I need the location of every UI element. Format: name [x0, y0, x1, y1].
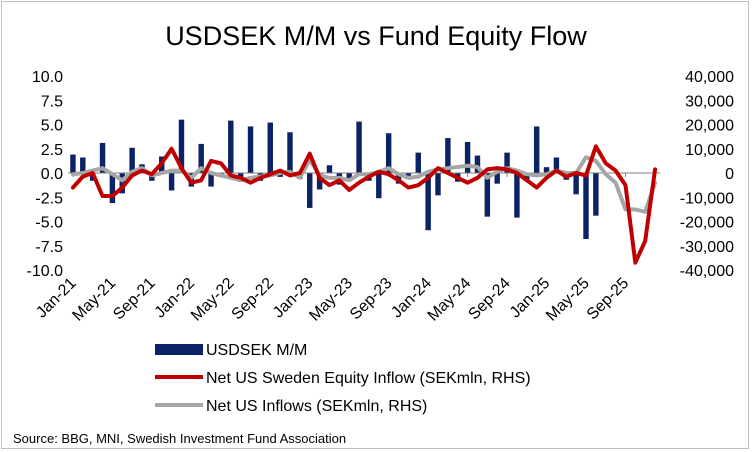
left-tick-label: 2.5 — [41, 142, 63, 159]
bar-usdsek — [267, 122, 273, 173]
bar-usdsek — [593, 173, 599, 216]
left-tick-label: 0.0 — [41, 166, 63, 183]
bar-usdsek — [119, 173, 125, 194]
bar-usdsek — [129, 147, 135, 173]
right-tick-label: -20,000 — [680, 215, 734, 232]
left-tick-label: 7.5 — [41, 93, 63, 110]
legend-label-us: Net US Inflows (SEKmln, RHS) — [206, 398, 427, 415]
left-tick-label: -7.5 — [35, 239, 63, 256]
bar-usdsek — [80, 157, 86, 173]
bar-usdsek — [346, 173, 352, 179]
bar-usdsek — [307, 173, 313, 208]
right-tick-label: 0 — [725, 166, 734, 183]
bar-usdsek — [524, 173, 530, 180]
bar-usdsek — [178, 119, 185, 173]
left-tick-label: -2.5 — [35, 190, 63, 207]
right-tick-label: -40,000 — [680, 263, 734, 280]
bar-usdsek — [553, 157, 560, 173]
bar-usdsek — [168, 173, 175, 191]
x-tick-label: Sep-22 — [229, 275, 278, 324]
x-tick-label: May-23 — [306, 275, 356, 325]
left-axis-ticks: 10.0 7.5 5.0 2.5 0.0 -2.5 -5.0 -7.5 -10.0 — [27, 69, 64, 280]
left-tick-label: 5.0 — [41, 118, 63, 135]
bar-usdsek — [109, 173, 116, 204]
legend: USDSEK M/M Net US Sweden Equity Inflow (… — [155, 342, 531, 415]
legend-label-usdsek: USDSEK M/M — [206, 342, 307, 359]
bar-usdsek — [425, 173, 431, 231]
bar-usdsek — [533, 126, 540, 173]
source-note: Source: BBG, MNI, Swedish Investment Fun… — [13, 431, 346, 446]
bar-usdsek — [573, 173, 579, 195]
bar-usdsek — [70, 154, 76, 173]
bar-usdsek — [445, 138, 451, 173]
bar-usdsek — [504, 152, 510, 173]
right-tick-label: 10,000 — [685, 142, 734, 159]
line-series — [70, 144, 658, 265]
right-tick-label: -30,000 — [680, 239, 734, 256]
bar-usdsek — [356, 121, 362, 173]
bar-usdsek — [405, 173, 412, 176]
bar-usdsek — [287, 132, 293, 173]
right-axis-ticks: 40,000 30,000 20,000 10,000 0 -10,000 -20,000 -… — [680, 69, 734, 280]
bar-usdsek — [198, 143, 204, 173]
bar-usdsek — [247, 126, 254, 173]
x-tick-label: May-25 — [543, 275, 593, 325]
line-net-us-sweden-equity-inflow — [70, 144, 658, 265]
x-tick-label: Sep-21 — [110, 275, 159, 324]
bar-usdsek — [435, 173, 441, 196]
left-tick-label: 10.0 — [32, 69, 63, 86]
x-tick-label: Sep-24 — [465, 275, 514, 324]
x-tick-label: May-21 — [69, 275, 119, 325]
right-tick-label: -10,000 — [680, 190, 734, 207]
bar-usdsek — [543, 167, 550, 173]
bar-usdsek — [583, 173, 589, 239]
bar-usdsek — [514, 173, 520, 218]
bar-usdsek — [474, 155, 481, 173]
legend-label-sweden: Net US Sweden Equity Inflow (SEKmln, RHS… — [206, 370, 531, 387]
bar-usdsek — [385, 133, 392, 173]
bar-usdsek — [494, 173, 500, 184]
right-tick-label: 30,000 — [685, 93, 734, 110]
right-tick-label: 20,000 — [685, 118, 734, 135]
bar-usdsek — [99, 142, 106, 173]
x-tick-label: Sep-25 — [584, 275, 633, 324]
right-tick-label: 40,000 — [685, 69, 734, 86]
x-tick-label: May-22 — [188, 275, 238, 325]
bar-usdsek — [376, 173, 382, 199]
bar-usdsek — [464, 141, 471, 173]
left-tick-label: -10.0 — [27, 263, 64, 280]
bar-usdsek — [316, 173, 323, 190]
x-tick-label: Sep-23 — [347, 275, 396, 324]
bar-usdsek — [228, 120, 234, 173]
left-tick-label: -5.0 — [35, 215, 63, 232]
bar-usdsek — [415, 152, 421, 173]
chart-title: USDSEK M/M vs Fund Equity Flow — [165, 21, 587, 51]
x-axis-ticks: Jan-21May-21Sep-21Jan-22May-22Sep-22Jan-… — [33, 173, 632, 325]
bar-usdsek — [326, 165, 333, 173]
x-tick-label: May-24 — [425, 275, 475, 325]
legend-swatch-usdsek — [155, 344, 203, 355]
bar-usdsek — [484, 173, 491, 217]
bar-usdsek — [208, 173, 214, 187]
